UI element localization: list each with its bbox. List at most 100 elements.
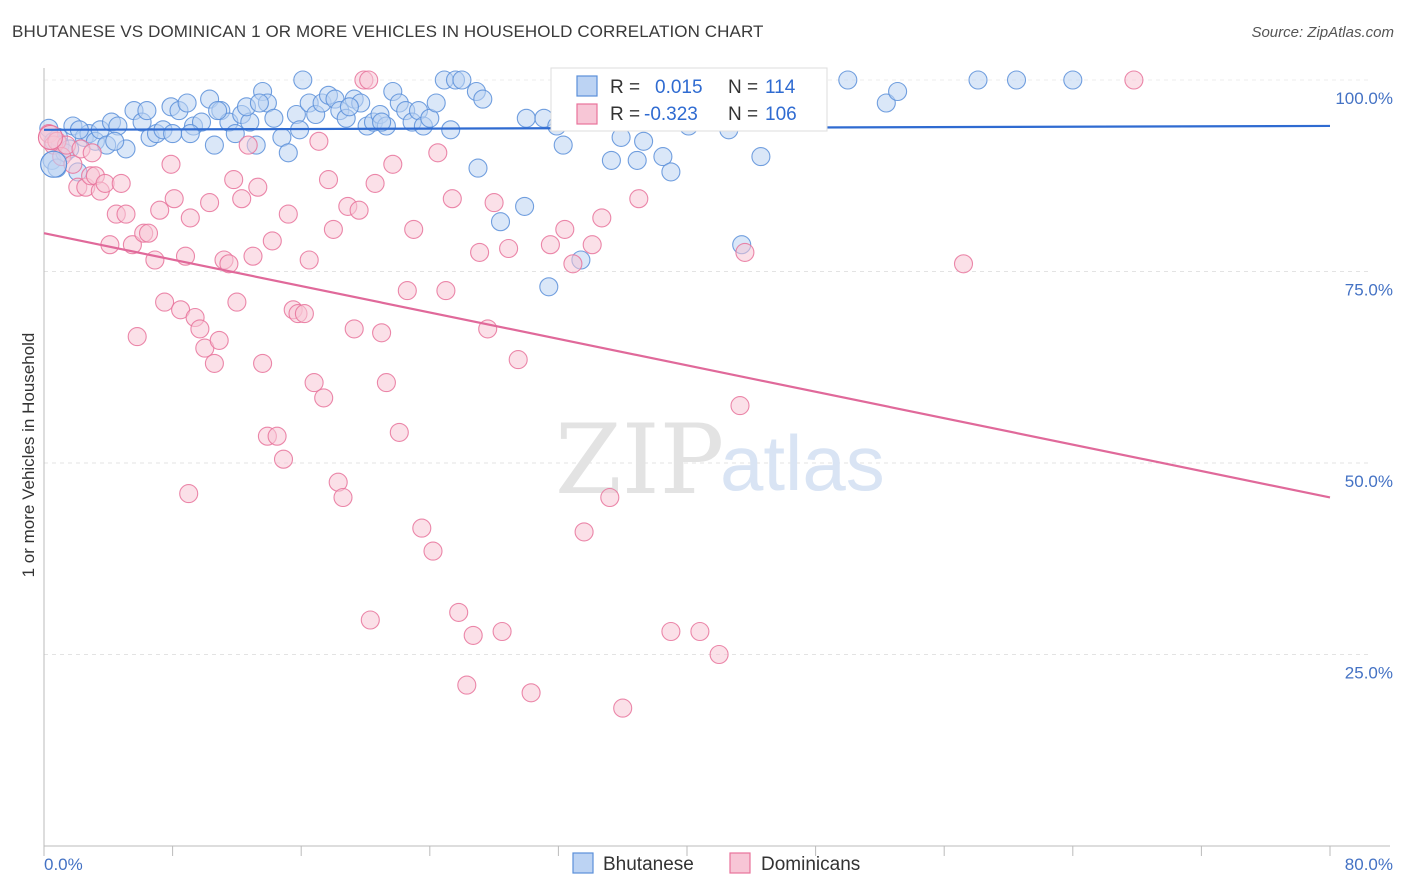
dominicans-point xyxy=(248,177,268,197)
bhutanese-point xyxy=(180,124,200,144)
dominicans-point xyxy=(730,396,750,416)
bhutanese-point xyxy=(751,147,771,167)
dominicans-point xyxy=(299,250,319,270)
dominicans-point xyxy=(209,330,229,350)
dominicans-trend-line xyxy=(43,232,1331,499)
dominicans-point xyxy=(492,621,512,642)
bhutanese-point xyxy=(137,101,157,121)
dominicans-point xyxy=(436,281,456,301)
dominicans-point xyxy=(574,522,594,542)
dominicans-point xyxy=(273,449,294,469)
correlation-legend: R = 0.015 N = 114 R = -0.323 N = 106 xyxy=(550,67,828,132)
bottom-legend-dominicans: Dominicans xyxy=(761,854,860,875)
dominicans-point xyxy=(389,422,409,442)
dominicans-point xyxy=(555,219,575,239)
bhutanese-point xyxy=(515,196,535,216)
bhutanese-point xyxy=(372,112,392,132)
bhutanese-point xyxy=(1006,70,1027,90)
dominicans-point xyxy=(349,200,369,220)
dominicans-point xyxy=(82,143,102,163)
bhutanese-point xyxy=(208,101,228,121)
legend-n-label-2: N = xyxy=(728,104,758,125)
dominicans-point xyxy=(563,254,583,274)
dominicans-point xyxy=(219,254,239,274)
legend-swatch-dominicans xyxy=(576,103,598,125)
bhutanese-point xyxy=(473,89,493,109)
dominicans-point xyxy=(190,319,210,339)
dominicans-point xyxy=(592,208,612,228)
dominicans-point xyxy=(243,246,263,266)
dominicans-point xyxy=(508,350,528,370)
bhutanese-point xyxy=(653,147,673,167)
dominicans-point xyxy=(521,683,541,703)
tick-labels: 100.0% 75.0% 50.0% 25.0% 0.0% 80.0% xyxy=(44,89,1393,874)
dominicans-point xyxy=(463,625,483,645)
bhutanese-point xyxy=(177,93,197,113)
legend-n-value-1: 114 xyxy=(765,77,796,98)
watermark-zip: ZIP xyxy=(555,404,724,516)
x-tick-label-min: 0.0% xyxy=(44,855,83,874)
dominicans-point xyxy=(180,208,200,228)
dominicans-point xyxy=(953,254,974,274)
dominicans-point xyxy=(161,154,181,174)
legend-r-label-2: R = xyxy=(610,104,640,125)
dominicans-point xyxy=(122,235,142,255)
dominicans-point xyxy=(629,189,649,209)
dominicans-point xyxy=(582,235,602,255)
dominicans-point xyxy=(309,131,329,151)
legend-n-value-2: 106 xyxy=(765,104,797,125)
grid-lines xyxy=(44,79,1370,655)
bhutanese-point xyxy=(539,277,559,297)
dominicans-point xyxy=(376,373,396,393)
y-axis-title: 1 or more Vehicles in Household xyxy=(19,333,38,578)
dominicans-point xyxy=(200,193,220,213)
legend-r-label-1: R = xyxy=(610,77,640,98)
dominicans-point xyxy=(404,219,424,239)
dominicans-point xyxy=(372,323,392,343)
bhutanese-point xyxy=(339,97,359,117)
dominicans-point xyxy=(442,189,462,209)
bhutanese-point xyxy=(968,70,988,90)
dominicans-point xyxy=(457,675,477,695)
bottom-legend-swatch-bhutanese xyxy=(572,852,594,874)
bhutanese-point xyxy=(426,93,446,113)
dominicans-point xyxy=(428,143,448,163)
dominicans-point xyxy=(540,235,560,255)
dominicans-point xyxy=(179,484,199,504)
legend-r-value-1: 0.015 xyxy=(655,77,703,98)
legend-swatch-bhutanese xyxy=(576,75,598,97)
y-tick-label: 75.0% xyxy=(1345,281,1393,300)
axes xyxy=(43,68,1390,856)
bhutanese-point xyxy=(278,143,298,163)
legend-n-label-1: N = xyxy=(728,77,758,98)
dominicans-point xyxy=(224,170,244,190)
dominicans-point xyxy=(600,487,620,508)
legend-r-value-2: -0.323 xyxy=(644,104,698,125)
bhutanese-point xyxy=(876,93,896,113)
bhutanese-point xyxy=(627,150,647,170)
bottom-legend-swatch-dominicans xyxy=(729,852,751,874)
dominicans-point xyxy=(360,610,380,630)
dominicans-point xyxy=(304,373,324,393)
dominicans-point xyxy=(37,124,63,150)
dominicans-point xyxy=(253,353,273,373)
bhutanese-point xyxy=(163,124,183,144)
bhutanese-point xyxy=(634,131,654,151)
bhutanese-point xyxy=(293,70,313,90)
bottom-legend-bhutanese: Bhutanese xyxy=(603,854,694,875)
dominicans-point xyxy=(344,319,364,339)
bhutanese-point xyxy=(441,120,461,140)
dominicans-point xyxy=(232,189,252,209)
dominicans-point xyxy=(365,173,385,193)
dominicans-point xyxy=(127,327,147,347)
dominicans-point xyxy=(318,170,339,190)
bhutanese-point xyxy=(191,112,212,132)
dominicans-point xyxy=(709,644,729,665)
dominicans-point xyxy=(294,304,314,324)
dominicans-point xyxy=(262,231,282,251)
dominicans-point xyxy=(397,281,417,301)
bhutanese-point xyxy=(105,131,125,151)
bhutanese-point xyxy=(264,108,284,128)
dominicans-point xyxy=(661,621,681,642)
y-tick-label: 25.0% xyxy=(1345,664,1393,683)
